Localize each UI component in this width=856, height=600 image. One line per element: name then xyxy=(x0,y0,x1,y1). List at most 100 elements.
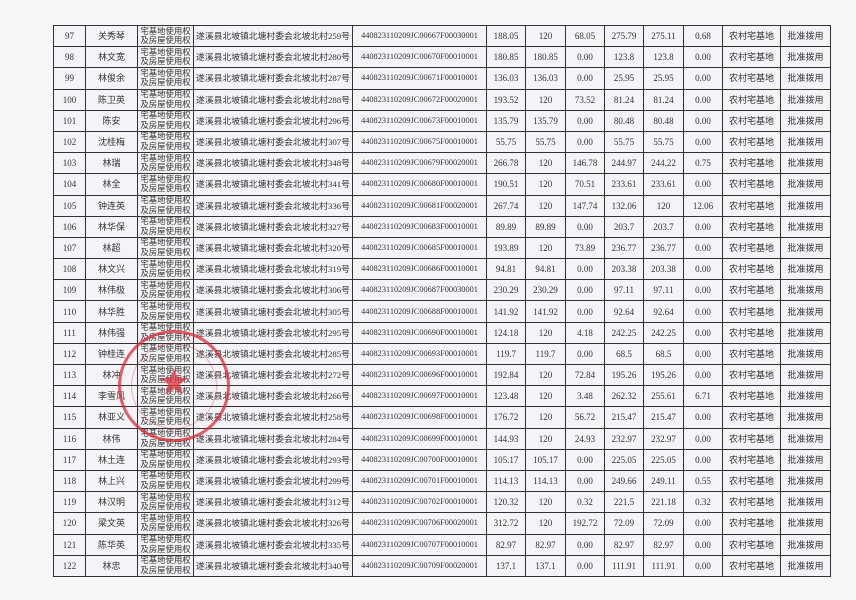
owner-name: 林土连 xyxy=(85,448,138,471)
right-type-line: 宅基地使用权 xyxy=(140,407,191,417)
area-approved: 119.7 xyxy=(525,342,566,366)
right-type: 宅基地使用权 及房屋使用权 xyxy=(137,130,194,154)
parcel-code: 440823110209JC00702F00010001 xyxy=(352,491,487,514)
right-type-line: 及房屋使用权 xyxy=(140,565,191,575)
area-total: 267.74 xyxy=(486,194,526,217)
building-area-total: 55.75 xyxy=(604,130,644,154)
building-area-approved: 72.09 xyxy=(643,512,684,535)
right-type: 宅基地使用权 及房屋使用权 xyxy=(137,533,194,556)
parcel-code: 440823110209JC00688F00010001 xyxy=(352,300,487,323)
area-excess: 0.00 xyxy=(565,448,605,471)
owner-name: 林伟极 xyxy=(85,279,138,302)
area-excess: 56.72 xyxy=(565,406,605,429)
right-type-line: 及房屋使用权 xyxy=(140,544,191,554)
building-area-excess: 12.06 xyxy=(683,194,723,217)
row-number: 104 xyxy=(53,173,86,196)
area-excess: 70.51 xyxy=(565,173,605,196)
parcel-code: 440823110209JC00696F00010001 xyxy=(352,363,487,387)
right-type-line: 宅基地使用权 xyxy=(140,217,191,227)
row-number: 116 xyxy=(53,427,86,450)
building-area-approved: 120 xyxy=(643,194,684,217)
area-excess: 192.72 xyxy=(565,512,605,535)
area-excess: 0.00 xyxy=(565,109,605,132)
area-excess: 0.00 xyxy=(565,215,605,238)
right-type-line: 宅基地使用权 xyxy=(140,111,191,121)
address: 遂溪县北坡镇北塘村委会北坡北村305号 xyxy=(193,300,353,323)
area-excess: 147.74 xyxy=(565,194,605,217)
area-total: 89.89 xyxy=(486,215,526,238)
table-row: 106 林华保 宅基地使用权 及房屋使用权 遂溪县北坡镇北塘村委会北坡北村327号 440… xyxy=(53,215,831,238)
area-approved: 105.17 xyxy=(525,448,566,471)
building-area-total: 262.32 xyxy=(604,385,644,408)
right-type: 宅基地使用权 及房屋使用权 xyxy=(137,194,194,217)
building-area-approved: 275.11 xyxy=(643,24,684,48)
right-type-line: 宅基地使用权 xyxy=(140,280,191,290)
land-type: 农村宅基地 xyxy=(722,385,781,408)
right-type-line: 及房屋使用权 xyxy=(140,120,191,130)
building-area-total: 81.24 xyxy=(604,88,644,111)
area-excess: 24.93 xyxy=(565,427,605,450)
table-row: 115 林亚义 宅基地使用权 及房屋使用权 遂溪县北坡镇北塘村委会北坡北村258号 440… xyxy=(53,406,831,429)
address: 遂溪县北坡镇北塘村委会北坡北村340号 xyxy=(193,554,353,577)
building-area-total: 82.97 xyxy=(604,533,644,556)
right-type: 宅基地使用权 及房屋使用权 xyxy=(137,448,194,471)
table-row: 121 陈华英 宅基地使用权 及房屋使用权 遂溪县北坡镇北塘村委会北坡北村335号 440… xyxy=(53,533,831,556)
owner-name: 林全 xyxy=(85,173,138,196)
building-area-excess: 0.55 xyxy=(683,469,723,493)
area-excess: 0.00 xyxy=(565,279,605,302)
address: 遂溪县北坡镇北塘村委会北坡北村293号 xyxy=(193,448,353,471)
row-number: 119 xyxy=(53,491,86,514)
building-area-excess: 0.00 xyxy=(683,279,723,302)
building-area-total: 132.06 xyxy=(604,194,644,217)
building-area-total: 97.11 xyxy=(604,279,644,302)
approval-status: 批准拨用 xyxy=(780,554,831,577)
area-total: 180.85 xyxy=(486,46,526,69)
row-number: 121 xyxy=(53,533,86,556)
area-approved: 94.81 xyxy=(525,258,566,281)
owner-name: 梁文英 xyxy=(85,512,138,535)
right-type: 宅基地使用权 及房屋使用权 xyxy=(137,236,194,260)
land-type: 农村宅基地 xyxy=(722,88,781,111)
area-total: 114.13 xyxy=(486,469,526,493)
area-approved: 120 xyxy=(525,152,566,175)
approval-status: 批准拨用 xyxy=(780,258,831,281)
area-excess: 3.48 xyxy=(565,385,605,408)
area-total: 55.75 xyxy=(486,130,526,154)
approval-status: 批准拨用 xyxy=(780,152,831,175)
right-type: 宅基地使用权 及房屋使用权 xyxy=(137,469,194,493)
owner-name: 关秀琴 xyxy=(85,24,138,48)
approval-status: 批准拨用 xyxy=(780,427,831,450)
owner-name: 李雪风 xyxy=(85,385,138,408)
land-type: 农村宅基地 xyxy=(722,406,781,429)
table-row: 122 林忠 宅基地使用权 及房屋使用权 遂溪县北坡镇北塘村委会北坡北村340号 4408… xyxy=(53,554,831,577)
area-approved: 120 xyxy=(525,406,566,429)
building-area-approved: 68.5 xyxy=(643,342,684,366)
address: 遂溪县北坡镇北塘村委会北坡北村285号 xyxy=(193,342,353,366)
right-type-line: 宅基地使用权 xyxy=(140,450,191,460)
right-type-line: 宅基地使用权 xyxy=(140,429,191,439)
area-approved: 230.29 xyxy=(525,279,566,302)
right-type-line: 及房屋使用权 xyxy=(140,247,191,257)
parcel-code: 440823110209JC00685F00010001 xyxy=(352,236,487,260)
owner-name: 林亚义 xyxy=(85,406,138,429)
area-excess: 4.18 xyxy=(565,321,605,344)
building-area-total: 72.09 xyxy=(604,512,644,535)
owner-name: 林瑞 xyxy=(85,152,138,175)
right-type-line: 及房屋使用权 xyxy=(140,396,191,406)
row-number: 117 xyxy=(53,448,86,471)
building-area-total: 215.47 xyxy=(604,406,644,429)
table-row: 99 林俊余 宅基地使用权 及房屋使用权 遂溪县北坡镇北塘村委会北坡北村287号 4408… xyxy=(53,67,831,90)
address: 遂溪县北坡镇北塘村委会北坡北村312号 xyxy=(193,491,353,514)
area-excess: 0.00 xyxy=(565,300,605,323)
parcel-code: 440823110209JC00687F00030001 xyxy=(352,279,487,302)
area-total: 230.29 xyxy=(486,279,526,302)
building-area-excess: 0.00 xyxy=(683,109,723,132)
area-excess: 73.52 xyxy=(565,88,605,111)
area-approved: 120 xyxy=(525,321,566,344)
parcel-code: 440823110209JC00707F00010001 xyxy=(352,533,487,556)
building-area-excess: 0.00 xyxy=(683,88,723,111)
building-area-approved: 221.18 xyxy=(643,491,684,514)
right-type-line: 及房屋使用权 xyxy=(140,142,191,152)
row-number: 112 xyxy=(53,342,86,366)
land-type: 农村宅基地 xyxy=(722,342,781,366)
